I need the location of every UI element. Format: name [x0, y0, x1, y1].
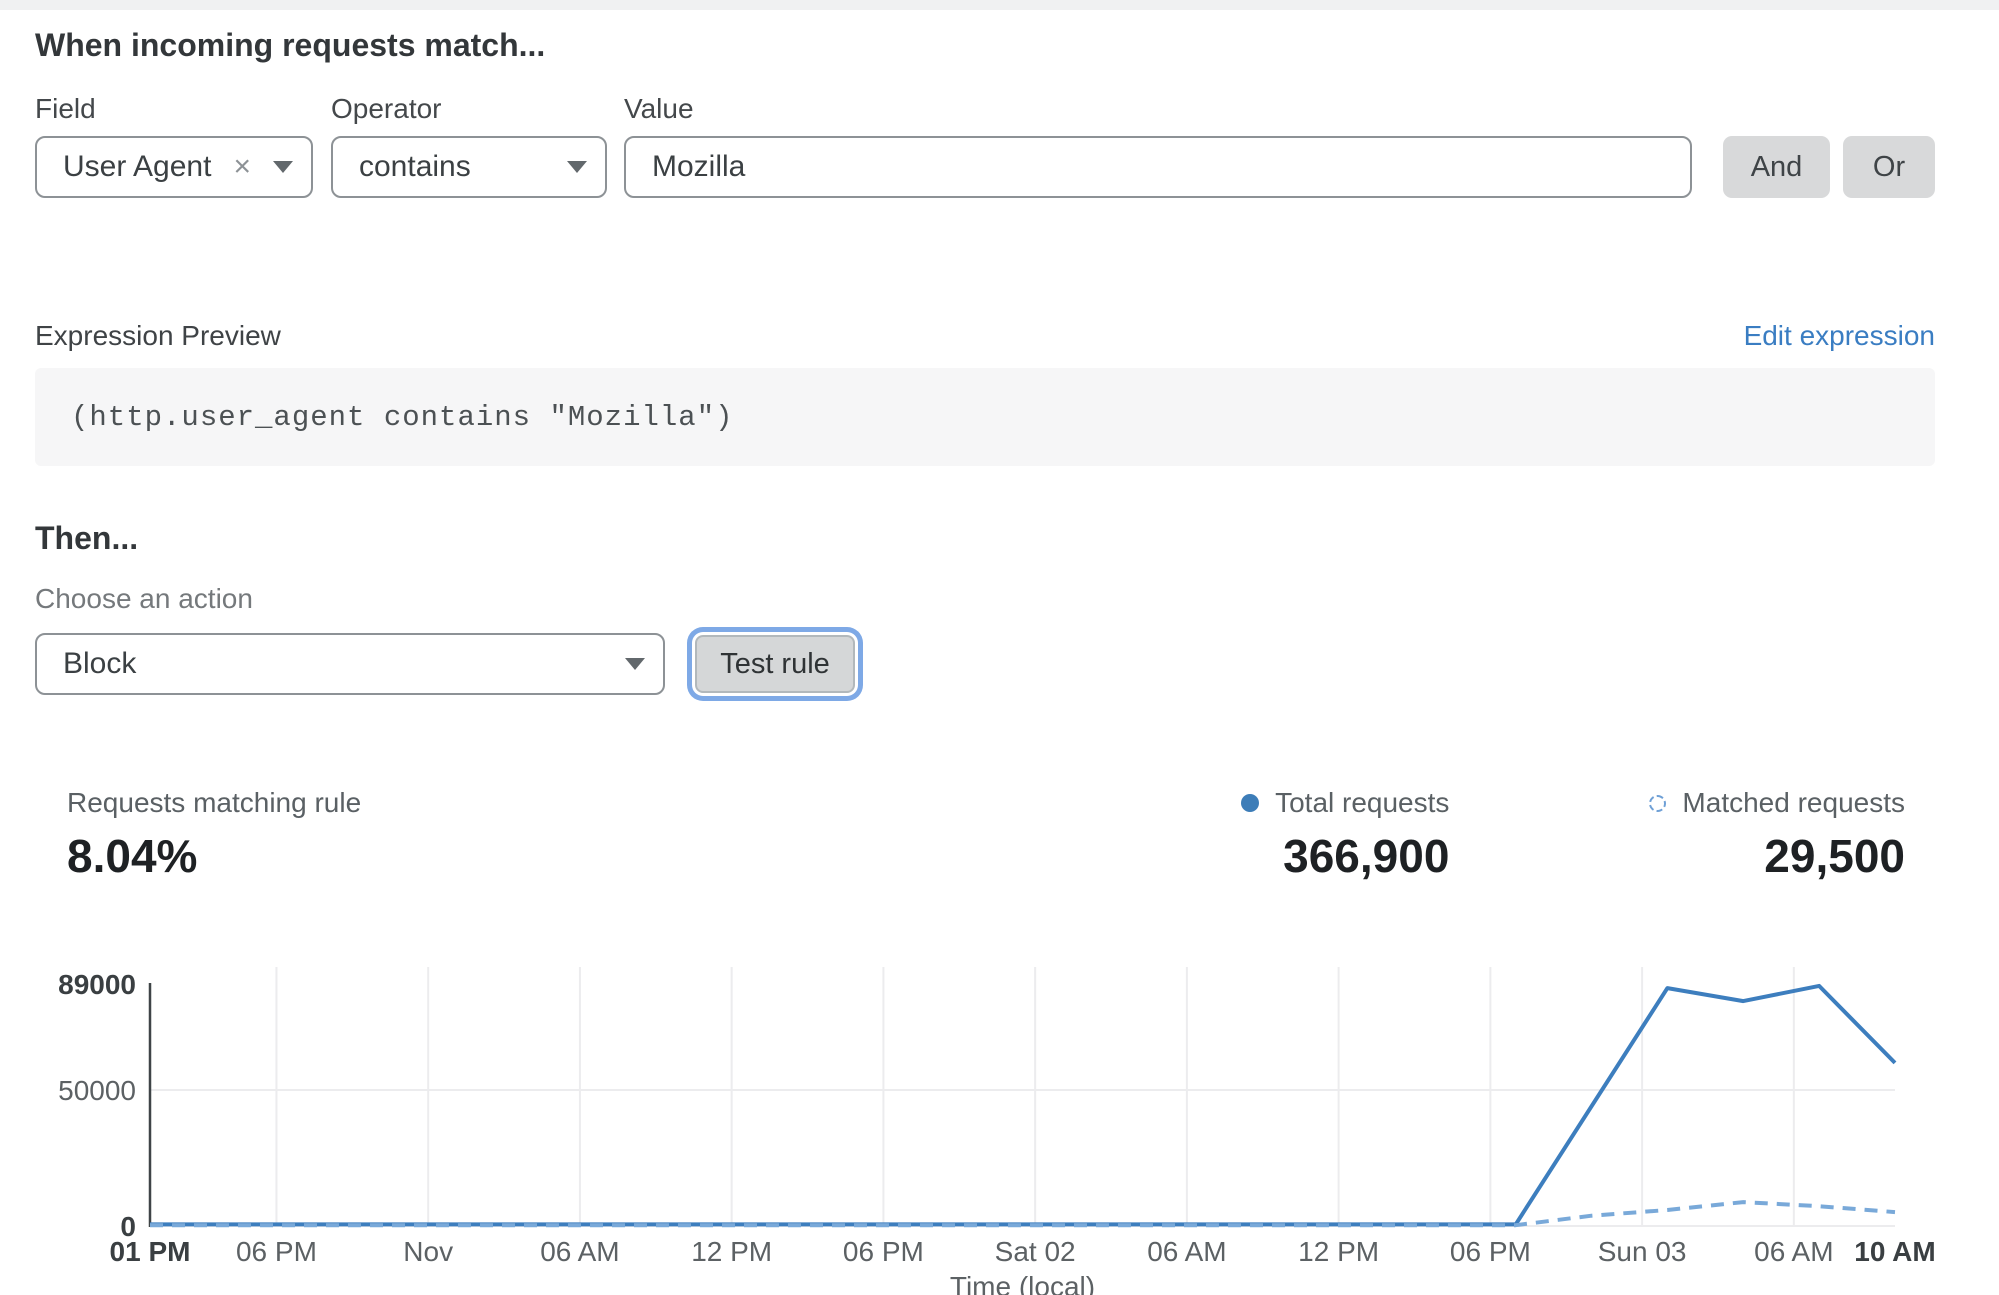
svg-text:Sat 02: Sat 02: [995, 1236, 1076, 1267]
expression-header: Expression Preview Edit expression: [35, 320, 1935, 352]
expression-code: (http.user_agent contains "Mozilla"): [71, 400, 734, 434]
dashed-circle-icon: [1649, 794, 1667, 812]
svg-text:06 AM: 06 AM: [1754, 1236, 1833, 1267]
expression-preview-box: (http.user_agent contains "Mozilla"): [35, 368, 1935, 466]
svg-text:Time (local): Time (local): [950, 1271, 1095, 1295]
svg-text:06 AM: 06 AM: [540, 1236, 619, 1267]
chevron-down-icon: [273, 161, 293, 173]
and-button[interactable]: And: [1723, 136, 1830, 198]
then-title: Then...: [35, 520, 139, 556]
top-divider: [0, 0, 1999, 10]
action-row: Block Test rule: [35, 629, 1999, 699]
action-select[interactable]: Block: [35, 633, 665, 695]
total-requests-label: Total requests: [1275, 787, 1450, 818]
svg-text:06 PM: 06 PM: [236, 1236, 317, 1267]
svg-text:12 PM: 12 PM: [1298, 1236, 1379, 1267]
svg-text:0: 0: [120, 1211, 136, 1242]
svg-text:Sun 03: Sun 03: [1598, 1236, 1687, 1267]
test-rule-button[interactable]: Test rule: [695, 635, 855, 693]
edit-expression-link[interactable]: Edit expression: [1743, 320, 1935, 351]
svg-text:10 AM: 10 AM: [1854, 1236, 1935, 1267]
requests-chart: 0 50000 89000 01 PM 06 PM Nov 06 AM 12 PM 06 PM S…: [0, 943, 1999, 1295]
operator-select-value: contains: [359, 150, 471, 183]
total-requests-value: 366,900: [1283, 830, 1450, 882]
matched-requests-value: 29,500: [1764, 830, 1905, 882]
svg-text:Nov: Nov: [403, 1236, 453, 1267]
or-button[interactable]: Or: [1843, 136, 1935, 198]
action-select-value: Block: [63, 647, 137, 680]
svg-text:06 PM: 06 PM: [843, 1236, 924, 1267]
expression-preview-label: Expression Preview: [35, 320, 281, 351]
chevron-down-icon: [567, 161, 587, 173]
chart-legend: Total requests 366,900 Matched requests …: [1241, 787, 1905, 883]
svg-text:06 PM: 06 PM: [1450, 1236, 1531, 1267]
field-select-value: User Agent: [63, 150, 212, 183]
clear-icon[interactable]: ×: [233, 150, 251, 183]
matching-rule-stat: Requests matching rule 8.04%: [67, 787, 361, 883]
svg-text:50000: 50000: [58, 1075, 136, 1106]
svg-text:89000: 89000: [58, 969, 136, 1000]
page-title: When incoming requests match...: [35, 27, 546, 63]
chevron-down-icon: [625, 658, 645, 670]
rule-field-labels: Field Operator Value: [35, 93, 1999, 125]
field-select[interactable]: User Agent ×: [35, 136, 313, 198]
field-label: Field: [35, 93, 96, 124]
operator-label: Operator: [331, 93, 442, 124]
svg-text:06 AM: 06 AM: [1147, 1236, 1226, 1267]
svg-text:12 PM: 12 PM: [691, 1236, 772, 1267]
legend-total-requests: Total requests 366,900: [1241, 787, 1449, 883]
value-label: Value: [624, 93, 694, 124]
svg-text:01 PM: 01 PM: [110, 1236, 191, 1267]
operator-select[interactable]: contains: [331, 136, 607, 198]
value-input[interactable]: [624, 136, 1692, 198]
matching-rule-value: 8.04%: [67, 830, 198, 882]
stats-row: Requests matching rule 8.04% Total reque…: [67, 787, 1905, 883]
rule-builder-row: User Agent × contains And Or: [35, 136, 1999, 198]
legend-matched-requests: Matched requests 29,500: [1649, 787, 1905, 883]
requests-time-series: 0 50000 89000 01 PM 06 PM Nov 06 AM 12 PM 06 PM S…: [58, 967, 1936, 1295]
matched-requests-label: Matched requests: [1682, 787, 1905, 818]
choose-action-label: Choose an action: [35, 583, 253, 614]
solid-dot-icon: [1241, 794, 1260, 812]
matching-rule-label: Requests matching rule: [67, 787, 362, 818]
